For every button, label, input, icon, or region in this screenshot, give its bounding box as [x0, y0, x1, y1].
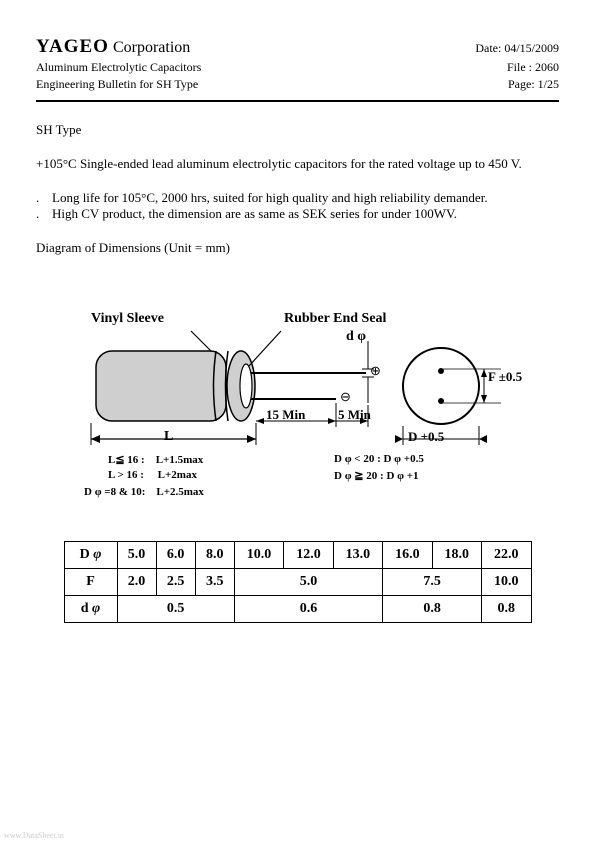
table-cell: 13.0: [333, 542, 382, 569]
footer-watermark: www.DataSheet.in: [4, 831, 64, 840]
company-rest: Corporation: [109, 39, 190, 56]
diagram-svg: [36, 311, 559, 541]
header-row3: Engineering Bulletin for SH Type Page: 1…: [36, 77, 559, 92]
table-cell: 8.0: [195, 542, 234, 569]
table-cell: 2.0: [117, 569, 156, 596]
label-D: D +0.5: [408, 429, 444, 445]
rowhead-Dphi: D φ: [64, 542, 117, 569]
label-L: L: [164, 429, 173, 445]
bullet-dot: .: [36, 206, 52, 222]
label-5min: 5 Min: [338, 407, 371, 423]
note-L3b: L+2.5max: [156, 486, 204, 498]
doc-title-1: Aluminum Electrolytic Capacitors: [36, 60, 201, 75]
rowhead-dphi: d φ: [64, 596, 117, 623]
table-cell: 7.5: [383, 569, 482, 596]
table-cell: 0.5: [117, 596, 234, 623]
diagram-title: Diagram of Dimensions (Unit = mm): [36, 240, 559, 256]
note-L2a: L > 16 :: [108, 469, 144, 481]
table-cell: 5.0: [234, 569, 382, 596]
doc-date: Date: 04/15/2009: [475, 41, 559, 56]
table-cell: 0.8: [482, 596, 531, 623]
header-row1: YAGEO Corporation Date: 04/15/2009: [36, 36, 559, 58]
table-cell: 18.0: [432, 542, 481, 569]
note-L2b: L+2max: [158, 469, 197, 481]
rowhead-F: F: [64, 569, 117, 596]
doc-page: Page: 1/25: [508, 77, 559, 92]
note-L1a: L≦ 16 :: [108, 454, 145, 466]
company-bold: YAGEO: [36, 36, 109, 57]
table-cell: 10.0: [234, 542, 283, 569]
bullet-list: . Long life for 105°C, 2000 hrs, suited …: [36, 190, 559, 222]
table-cell: 16.0: [383, 542, 432, 569]
note-D2: D φ ≧ 20 : D φ +1: [334, 469, 419, 482]
plus-icon: ⊕: [370, 363, 381, 379]
label-dphi: d φ: [346, 329, 366, 345]
label-F: F ±0.5: [488, 369, 522, 385]
table-cell: 5.0: [117, 542, 156, 569]
table-cell: 6.0: [156, 542, 195, 569]
doc-file: File : 2060: [507, 60, 559, 75]
dimensions-table: D φ5.06.08.010.012.013.016.018.022.0F2.0…: [64, 541, 532, 623]
note-L1b: L+1.5max: [156, 454, 204, 466]
label-rubber: Rubber End Seal: [284, 311, 386, 327]
bullet-2: High CV product, the dimension are as sa…: [52, 206, 457, 222]
header-rule: [36, 100, 559, 102]
type-title: SH Type: [36, 122, 559, 138]
table-cell: 22.0: [482, 542, 531, 569]
note-D1: D φ < 20 : D φ +0.5: [334, 453, 424, 465]
doc-title-2: Engineering Bulletin for SH Type: [36, 77, 198, 92]
company-name: YAGEO Corporation: [36, 36, 190, 58]
description: +105°C Single-ended lead aluminum electr…: [36, 156, 559, 172]
note-L3a: D φ =8 & 10:: [84, 486, 145, 498]
dimensions-diagram: Vinyl Sleeve Rubber End Seal d φ ⊕ ⊖ 15 …: [36, 311, 559, 541]
bullet-dot: .: [36, 190, 52, 206]
minus-icon: ⊖: [340, 389, 351, 405]
header-row2: Aluminum Electrolytic Capacitors File : …: [36, 60, 559, 75]
label-vinyl: Vinyl Sleeve: [91, 311, 164, 327]
table-cell: 0.8: [383, 596, 482, 623]
table-cell: 0.6: [234, 596, 382, 623]
table-cell: 12.0: [284, 542, 333, 569]
table-cell: 2.5: [156, 569, 195, 596]
bullet-1: Long life for 105°C, 2000 hrs, suited fo…: [52, 190, 488, 206]
table-cell: 3.5: [195, 569, 234, 596]
label-15min: 15 Min: [266, 407, 305, 423]
table-cell: 10.0: [482, 569, 531, 596]
